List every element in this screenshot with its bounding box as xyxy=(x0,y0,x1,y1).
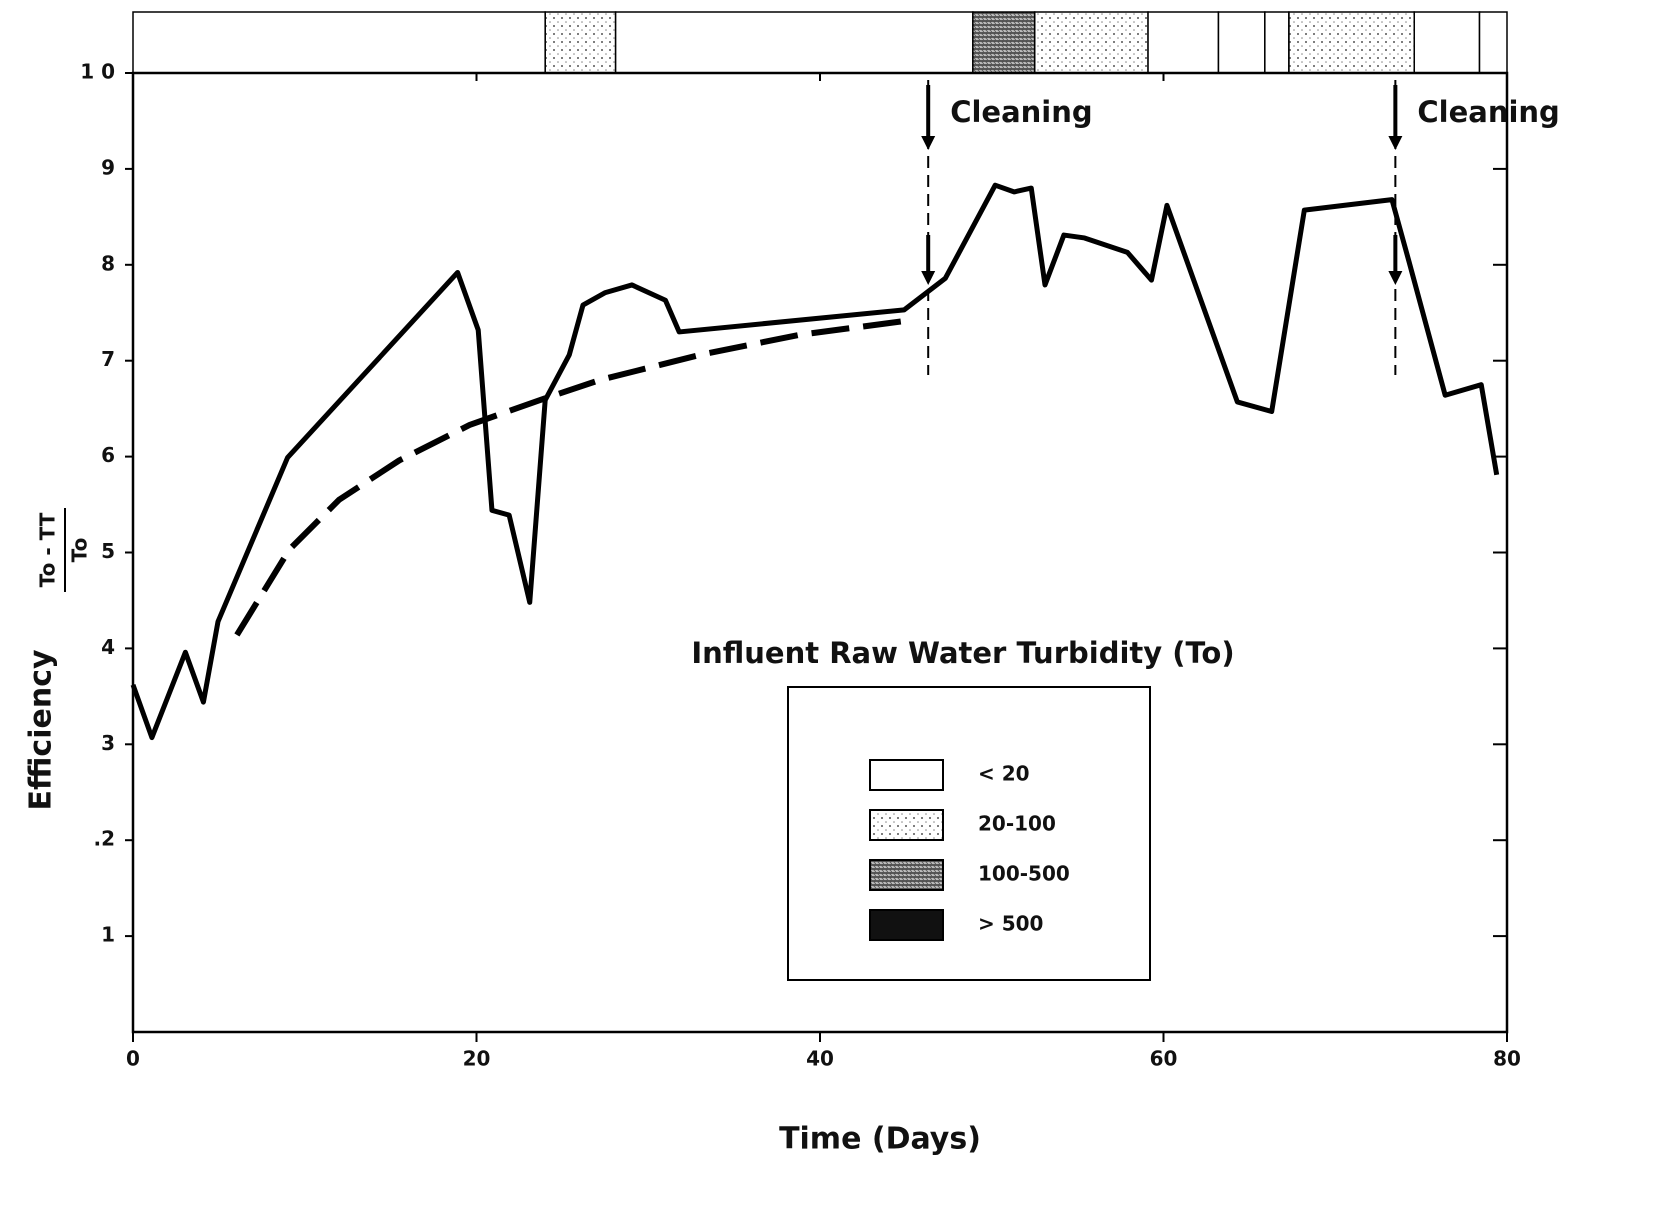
turbidity-band xyxy=(1147,11,1220,74)
x-tick-label: 60 xyxy=(1150,1047,1178,1071)
cleaning-label: Cleaning xyxy=(950,95,1092,129)
y-fraction: To - TT To xyxy=(36,508,92,592)
turbidity-band xyxy=(614,11,974,74)
x-tick-label: 20 xyxy=(463,1047,491,1071)
x-tick-label: 40 xyxy=(806,1047,834,1071)
legend-swatch xyxy=(869,909,944,941)
fraction-numerator: To - TT xyxy=(36,512,60,587)
legend-title: Influent Raw Water Turbidity (To) xyxy=(691,636,1234,670)
legend-label: > 500 xyxy=(978,912,1043,936)
data-line xyxy=(234,317,910,637)
x-tick-label: 80 xyxy=(1493,1047,1521,1071)
y-tick-label: 1 xyxy=(101,923,115,947)
turbidity-band xyxy=(1033,11,1149,74)
cleaning-label: Cleaning xyxy=(1417,95,1559,129)
y-tick-label: 1 0 xyxy=(80,60,115,84)
x-axis-label: Time (Days) xyxy=(779,1122,981,1157)
y-tick-label: .2 xyxy=(93,827,115,851)
turbidity-band xyxy=(132,11,546,74)
turbidity-band xyxy=(1264,11,1290,74)
legend-swatch xyxy=(869,809,944,841)
y-tick-label: 3 xyxy=(101,731,115,755)
cleaning-arrowhead xyxy=(921,136,936,150)
cleaning-arrowhead xyxy=(921,271,936,285)
legend-swatch xyxy=(869,859,944,891)
legend-swatch xyxy=(869,759,944,791)
y-tick-label: 7 xyxy=(101,347,115,371)
y-tick-label: 9 xyxy=(101,155,115,179)
turbidity-band xyxy=(1478,11,1508,74)
cleaning-arrowhead xyxy=(1388,136,1403,150)
y-tick-label: 5 xyxy=(101,539,115,563)
turbidity-band xyxy=(1217,11,1266,74)
legend-label: 20-100 xyxy=(978,812,1056,836)
y-axis-label: Efficiency xyxy=(24,649,59,811)
x-tick-label: 0 xyxy=(126,1047,140,1071)
y-tick-label: 8 xyxy=(101,251,115,275)
fraction-denominator: To xyxy=(68,538,92,563)
y-tick-label: 6 xyxy=(101,443,115,467)
turbidity-band xyxy=(972,11,1036,74)
turbidity-band xyxy=(1288,11,1416,74)
turbidity-band xyxy=(544,11,617,74)
cleaning-arrowhead xyxy=(1388,271,1403,285)
legend-label: < 20 xyxy=(978,762,1030,786)
y-tick-label: 4 xyxy=(101,635,115,659)
turbidity-band xyxy=(1413,11,1481,74)
legend-label: 100-500 xyxy=(978,862,1070,886)
data-line xyxy=(130,182,1500,741)
legend-box xyxy=(787,686,1151,981)
